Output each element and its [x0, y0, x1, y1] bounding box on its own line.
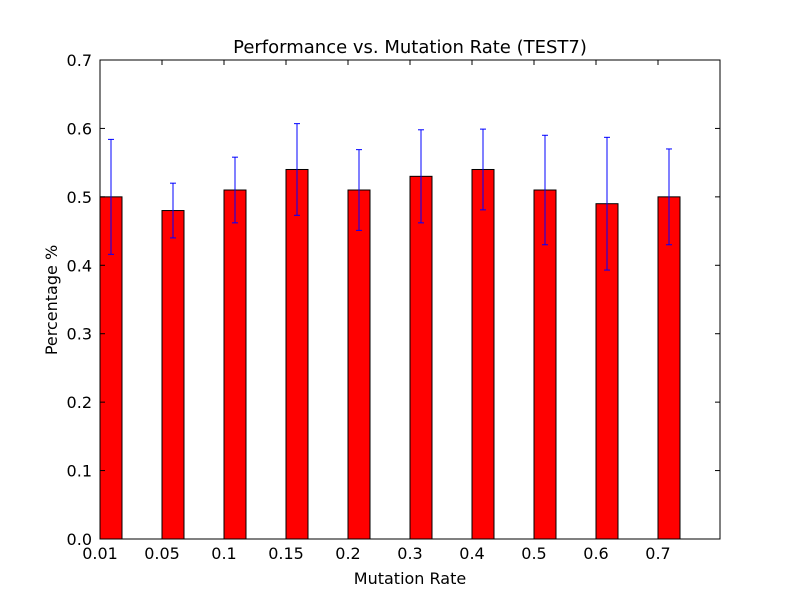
x-tick-label: 0.7	[645, 544, 670, 563]
x-tick-label: 0.1	[211, 544, 236, 563]
error-bars-group	[108, 123, 672, 271]
bar-0.4	[471, 168, 495, 540]
y-tick-label: 0.1	[67, 462, 92, 481]
y-tick-label: 0.2	[67, 393, 92, 412]
bar-0.05	[161, 210, 185, 540]
plot-frame	[99, 59, 721, 540]
x-tick-label: 0.2	[335, 544, 360, 563]
bar-0.2	[347, 189, 371, 540]
x-tick-label: 0.05	[144, 544, 180, 563]
y-tick-label: 0.4	[67, 256, 92, 275]
x-ticks-group: 0.01 0.05 0.1 0.15 0.2 0.3 0.4 0.5 0.6 0.7	[82, 60, 671, 563]
bar-0.15	[285, 168, 309, 540]
y-tick-label: 0.5	[67, 188, 92, 207]
x-tick-label: 0.4	[459, 544, 484, 563]
x-tick-label: 0.15	[268, 544, 304, 563]
bar-0.1	[223, 189, 247, 540]
y-tick-label: 0.6	[67, 119, 92, 138]
x-tick-label: 0.6	[583, 544, 608, 563]
bars-group	[99, 168, 681, 540]
y-tick-label: 0.7	[67, 51, 92, 70]
y-tick-label: 0.0	[67, 530, 92, 549]
x-tick-label: 0.3	[397, 544, 422, 563]
bar-0.3	[409, 175, 433, 540]
x-tick-label: 0.01	[82, 544, 118, 563]
x-tick-label: 0.5	[521, 544, 546, 563]
chart-title: Performance vs. Mutation Rate (TEST7)	[233, 37, 587, 58]
y-tick-label: 0.3	[67, 325, 92, 344]
x-axis-label: Mutation Rate	[354, 569, 466, 588]
y-ticks-group: 0.0 0.1 0.2 0.3 0.4 0.5 0.6 0.7	[67, 51, 720, 549]
bar-0.7	[657, 196, 681, 540]
y-axis-label: Percentage %	[42, 245, 61, 355]
